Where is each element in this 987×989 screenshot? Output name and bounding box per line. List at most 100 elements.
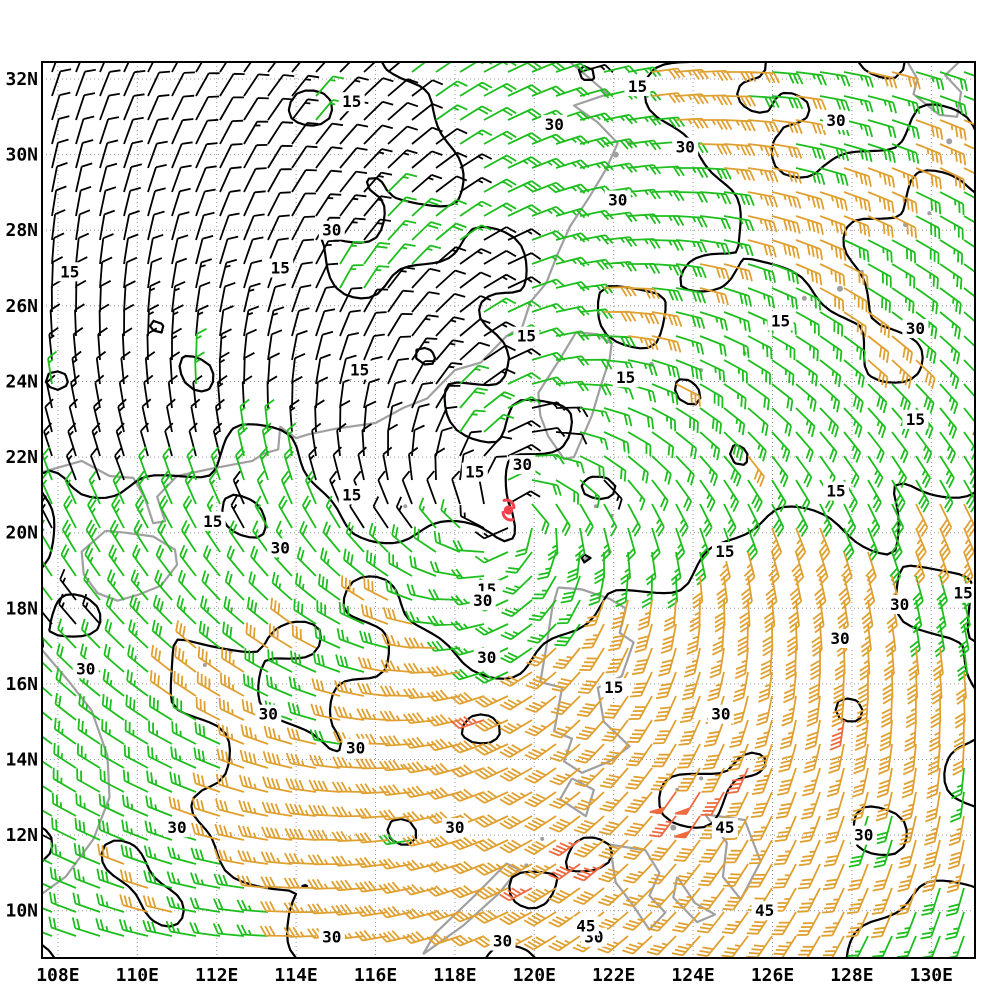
contour-label: 30: [322, 928, 341, 947]
coastline-path: [42, 649, 111, 895]
contour-label: 15: [715, 542, 734, 561]
x-tick-label: 116E: [354, 965, 397, 986]
contour-label-box: [318, 220, 345, 240]
contour-label-box: [604, 190, 631, 210]
y-tick-label: 20N: [5, 523, 38, 544]
wind-barbs-light: [42, 62, 975, 958]
x-tick-label: 112E: [195, 965, 238, 986]
x-tick-label: 120E: [513, 965, 556, 986]
island-dot: [540, 836, 545, 841]
y-tick-label: 16N: [5, 674, 38, 695]
contour-label: 30: [854, 826, 873, 845]
contour-label-box: [672, 137, 699, 157]
coastline-path: [906, 62, 963, 118]
y-tick-label: 30N: [5, 145, 38, 166]
island-dot: [927, 211, 932, 216]
isotach-contour-15: [42, 62, 617, 958]
contour-label: 15: [826, 482, 845, 501]
x-tick-label: 126E: [751, 965, 794, 986]
contour-label-box: [950, 583, 977, 603]
contour-label-box: [902, 409, 929, 429]
contour-label: 30: [711, 705, 730, 724]
contour-label: 15: [616, 368, 635, 387]
contour-label-box: [767, 311, 794, 331]
y-tick-label: 18N: [5, 598, 38, 619]
y-tick-label: 28N: [5, 220, 38, 241]
wind-barbs-calm: [42, 62, 623, 841]
island-dot: [837, 285, 843, 292]
contour-label-box: [338, 92, 365, 112]
contour-label: 30: [346, 739, 365, 758]
x-tick-label: 110E: [116, 965, 159, 986]
contour-label-box: [473, 647, 500, 667]
contour-label: 30: [167, 818, 186, 837]
y-tick-label: 32N: [5, 69, 38, 90]
y-tick-label: 10N: [5, 901, 38, 922]
wind-barbs-severe: [450, 716, 845, 902]
typhoon-icon: [501, 498, 516, 522]
contour-label-box: [707, 704, 734, 724]
contour-label: 15: [350, 361, 369, 380]
contour-label: 30: [890, 595, 909, 614]
contour-label-box: [751, 901, 778, 921]
contour-label: 30: [826, 111, 845, 130]
contour-label: 45: [576, 916, 595, 935]
contour-label: 30: [545, 115, 564, 134]
contour-label-box: [338, 485, 365, 505]
x-tick-label: 122E: [592, 965, 635, 986]
y-tick-label: 12N: [5, 825, 38, 846]
x-tick-label: 118E: [433, 965, 476, 986]
contour-label-box: [318, 927, 345, 947]
x-tick-label: 114E: [274, 965, 317, 986]
contour-label-box: [823, 481, 849, 501]
contour-label-box: [572, 916, 599, 936]
contour-label-box: [164, 818, 190, 838]
contour-label: 30: [259, 705, 278, 724]
contour-label: 30: [513, 455, 532, 474]
contour-label-box: [72, 659, 99, 679]
wind-barbs-strong: [97, 67, 975, 958]
x-tick-label: 130E: [910, 965, 953, 986]
contour-label: 30: [830, 629, 849, 648]
contour-label: 30: [676, 138, 695, 157]
y-tick-label: 24N: [5, 372, 38, 393]
contour-label-box: [513, 326, 540, 346]
contour-label-box: [827, 629, 853, 648]
contour-label: 45: [715, 818, 734, 837]
contour-label: 15: [771, 312, 790, 331]
contour-label: 15: [342, 485, 361, 504]
contour-label: 15: [604, 678, 623, 697]
contour-label-box: [489, 931, 516, 951]
contour-label-box: [199, 511, 226, 531]
island-dot: [403, 504, 408, 509]
contour-label: 15: [60, 262, 79, 281]
y-tick-label: 14N: [5, 750, 38, 771]
contour-label-box: [823, 111, 849, 131]
contour-label: 30: [271, 538, 290, 557]
isotach-contour-30: [100, 62, 975, 958]
contour-label: 30: [906, 319, 925, 338]
coastline-path: [80, 529, 179, 602]
contour-label-box: [342, 738, 369, 758]
contour-label: 15: [465, 463, 484, 482]
contour-label: 30: [445, 818, 464, 837]
contour-label: 15: [628, 77, 647, 96]
contour-label: 15: [953, 584, 972, 603]
island-dot: [699, 776, 704, 781]
contour-label: 30: [608, 191, 627, 210]
contour-label: 15: [271, 259, 290, 278]
contour-label: 15: [342, 92, 361, 111]
x-tick-label: 108E: [36, 965, 79, 986]
contour-label: 30: [322, 221, 341, 240]
contour-label-box: [267, 538, 294, 558]
contour-label-box: [600, 678, 627, 698]
storm-symbol: [501, 498, 516, 522]
y-tick-label: 22N: [5, 447, 38, 468]
contour-label-box: [711, 818, 738, 838]
contour-label: 45: [755, 901, 774, 920]
contour-label-box: [541, 114, 568, 134]
contour-label-box: [612, 368, 639, 388]
x-axis-labels: 108E 110E 112E 114E 116E 118E 120E 122E 124E 126E…: [36, 965, 953, 986]
y-tick-label: 26N: [5, 296, 38, 317]
